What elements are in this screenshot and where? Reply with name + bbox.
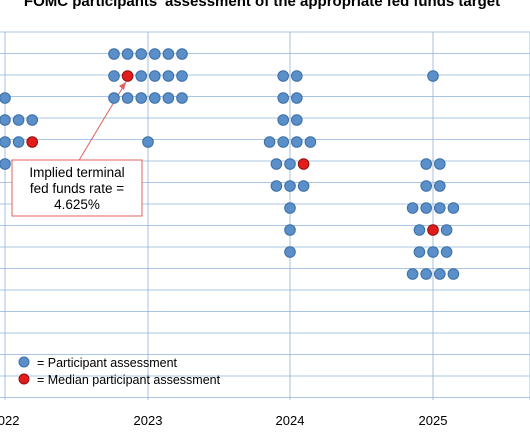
participant-dot [434, 202, 446, 214]
participant-dot [427, 70, 439, 82]
participant-dot [176, 92, 188, 104]
participant-dot [447, 268, 460, 280]
participant-dot [277, 136, 290, 148]
participant-dot [277, 92, 290, 104]
participant-dot [149, 48, 161, 60]
participant-dot [108, 70, 120, 82]
participant-dot [291, 136, 303, 148]
participant-dot [26, 114, 39, 126]
participant-dot [284, 246, 296, 258]
participant-dot [121, 48, 134, 60]
participant-dot [304, 136, 317, 148]
annotation-arrow [77, 81, 127, 163]
participant-dot [447, 202, 460, 214]
participant-dot [149, 92, 161, 104]
annotation-line-2: fed funds rate = [30, 181, 124, 196]
chart-title: FOMC participants' assessment of the app… [24, 0, 500, 10]
participant-dot [406, 268, 419, 280]
participant-dot [135, 70, 147, 82]
participant-dot [440, 224, 453, 236]
participant-dot [277, 70, 290, 82]
participant-dot [0, 158, 11, 170]
median-dot [427, 224, 439, 236]
terminal-rate-annotation: Implied terminal fed funds rate = 4.625% [11, 81, 143, 217]
participant-dot [176, 70, 188, 82]
gridlines [0, 31, 530, 400]
median-dot [26, 136, 39, 148]
participant-dot [108, 48, 120, 60]
participant-dot [0, 114, 11, 126]
legend: = Participant assessment = Median partic… [18, 356, 221, 387]
participant-dot [108, 92, 120, 104]
x-tick-label-2023: 2023 [134, 413, 163, 428]
annotation-arrowhead [119, 82, 126, 90]
participant-dot [121, 92, 134, 104]
participant-dot [413, 246, 426, 258]
participant-dot [135, 92, 147, 104]
participant-dot [284, 202, 296, 214]
participant-dot [427, 246, 439, 258]
annotation-line-3: 4.625% [54, 197, 100, 212]
participant-dot [176, 48, 188, 60]
participant-dot [135, 48, 147, 60]
participant-dot [270, 180, 283, 192]
participant-dot [420, 158, 433, 170]
participant-dot [12, 114, 25, 126]
participant-dot [0, 92, 11, 104]
median-dot [297, 158, 310, 170]
participant-dot [162, 48, 175, 60]
participant-dot [420, 180, 433, 192]
participant-dot [297, 180, 310, 192]
participant-dot [162, 70, 175, 82]
x-tick-label-2022: 2022 [0, 413, 19, 428]
participant-dot [434, 180, 446, 192]
participant-dot [284, 158, 296, 170]
participant-dot [12, 136, 25, 148]
participant-dot [277, 114, 290, 126]
participant-dot [270, 158, 283, 170]
participant-dot [440, 246, 453, 258]
participant-dot [434, 158, 446, 170]
annotation-line-1: Implied terminal [29, 165, 124, 180]
annotation-box [11, 159, 143, 217]
participant-dot [420, 202, 433, 214]
participant-dot [0, 136, 11, 148]
participant-dot [149, 70, 161, 82]
participant-dot [434, 268, 446, 280]
participant-dot [413, 224, 426, 236]
legend-participant-dot [18, 356, 30, 368]
participant-dot [291, 114, 303, 126]
legend-median-label: = Median participant assessment [37, 373, 221, 387]
participant-dot [263, 136, 276, 148]
legend-participant-label: = Participant assessment [37, 356, 178, 370]
x-tick-label-2024: 2024 [276, 413, 305, 428]
dots [0, 48, 460, 280]
participant-dot [284, 180, 296, 192]
x-tick-label-2025: 2025 [419, 413, 448, 428]
median-dot [121, 70, 134, 82]
x-axis-labels: 2022 2023 2024 2025 [0, 413, 447, 428]
participant-dot [284, 224, 296, 236]
participant-dot [142, 136, 154, 148]
participant-dot [291, 92, 303, 104]
legend-median-dot [18, 373, 30, 385]
participant-dot [420, 268, 433, 280]
participant-dot [406, 202, 419, 214]
participant-dot [291, 70, 303, 82]
participant-dot [162, 92, 175, 104]
